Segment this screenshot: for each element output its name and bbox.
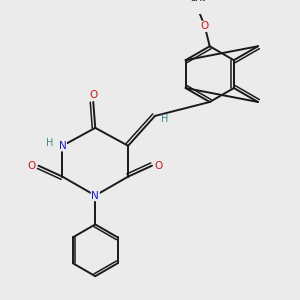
Text: H: H	[161, 114, 169, 124]
Text: H: H	[46, 138, 53, 148]
Text: N: N	[92, 190, 99, 200]
Text: O: O	[155, 161, 163, 171]
Text: O: O	[201, 21, 209, 31]
Text: CH₃: CH₃	[190, 0, 206, 3]
Text: O: O	[27, 161, 36, 171]
Text: O: O	[89, 90, 98, 100]
Text: N: N	[58, 141, 66, 151]
